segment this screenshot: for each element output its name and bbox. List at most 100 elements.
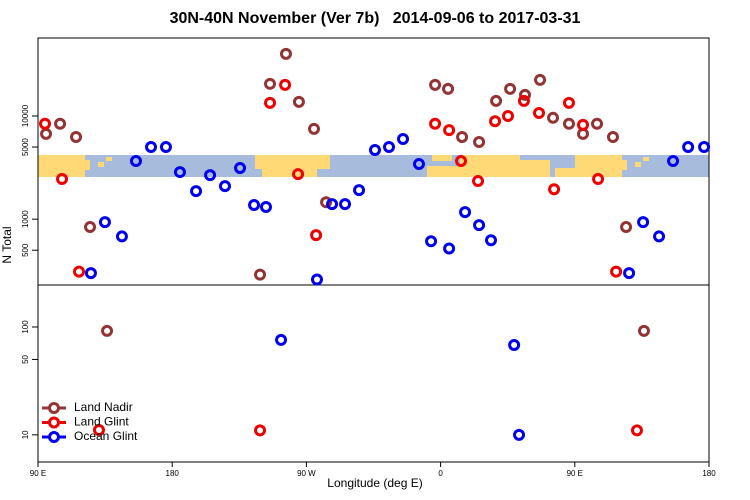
point [173, 166, 186, 179]
point [682, 141, 695, 154]
point [425, 235, 438, 248]
point [234, 162, 247, 175]
point [320, 196, 333, 209]
legend-marker [48, 402, 60, 414]
point [490, 94, 503, 107]
point [279, 47, 292, 60]
point [248, 199, 261, 212]
point [591, 117, 604, 130]
point [339, 198, 352, 211]
point [73, 265, 86, 278]
point [637, 324, 650, 337]
point [667, 155, 680, 168]
y-axis-title: N Total [0, 226, 14, 263]
point [308, 122, 321, 135]
point [259, 201, 272, 214]
point [489, 115, 502, 128]
point [39, 117, 52, 130]
point [84, 220, 97, 233]
point [159, 141, 172, 154]
point [513, 428, 526, 441]
point [620, 220, 633, 233]
point [70, 131, 83, 144]
x-tick-label: 90 W [297, 469, 316, 478]
point [310, 273, 323, 286]
point [547, 111, 560, 124]
point [606, 131, 619, 144]
legend-marker [48, 431, 60, 443]
point [577, 118, 590, 131]
point [92, 423, 105, 436]
point [368, 144, 381, 157]
x-axis-title: Longitude (deg E) [327, 476, 422, 490]
legend-label: Ocean Glint [74, 429, 138, 443]
point [534, 73, 547, 86]
point [473, 135, 486, 148]
point [630, 424, 643, 437]
x-tick-label: 180 [702, 469, 716, 478]
point [610, 265, 623, 278]
point [279, 78, 292, 91]
point [84, 267, 97, 280]
y-tick-label: 5000 [21, 138, 30, 156]
point [592, 173, 605, 186]
point [275, 333, 288, 346]
point [501, 109, 514, 122]
point [456, 131, 469, 144]
point [443, 242, 456, 255]
point [397, 133, 410, 146]
point [264, 96, 277, 109]
point [442, 82, 455, 95]
y-tick-label: 1000 [21, 210, 30, 228]
point [264, 77, 277, 90]
point [459, 206, 472, 219]
y-tick-label: 10000 [21, 104, 30, 127]
x-tick-label: 0 [438, 469, 443, 478]
point [429, 78, 442, 91]
point [204, 169, 217, 182]
point [54, 117, 67, 130]
y-tick-label: 50 [21, 354, 30, 363]
point [698, 141, 711, 154]
point [145, 141, 158, 154]
point [653, 230, 666, 243]
point [473, 219, 486, 232]
point [518, 88, 531, 101]
point [129, 155, 142, 168]
point [443, 124, 456, 137]
legend-label: Land Nadir [74, 400, 133, 414]
point [623, 267, 636, 280]
point [508, 339, 521, 352]
point [504, 82, 517, 95]
point [383, 141, 396, 154]
point [292, 95, 305, 108]
y-tick-label: 500 [21, 243, 30, 257]
point [472, 175, 485, 188]
chart-title: 30N-40N November (Ver 7b) 2014-09-06 to … [170, 10, 581, 27]
point [562, 96, 575, 109]
point [412, 158, 425, 171]
point [40, 127, 53, 140]
point [548, 183, 561, 196]
x-tick-label: 90 E [30, 469, 46, 478]
x-tick-label: 90 E [567, 469, 583, 478]
point [429, 117, 442, 130]
legend-label: Land Glint [74, 415, 129, 429]
y-tick-label: 10 [21, 430, 30, 439]
point [218, 180, 231, 193]
point [292, 168, 305, 181]
point [353, 184, 366, 197]
panel-frame [37, 284, 710, 463]
point [326, 198, 339, 211]
point [562, 117, 575, 130]
point [115, 230, 128, 243]
point [637, 216, 650, 229]
point [56, 173, 69, 186]
legend-marker [48, 416, 60, 429]
y-tick-label: 100 [21, 320, 30, 334]
x-tick-label: 180 [166, 469, 180, 478]
point [101, 324, 114, 337]
point [254, 424, 267, 437]
point [190, 185, 203, 198]
